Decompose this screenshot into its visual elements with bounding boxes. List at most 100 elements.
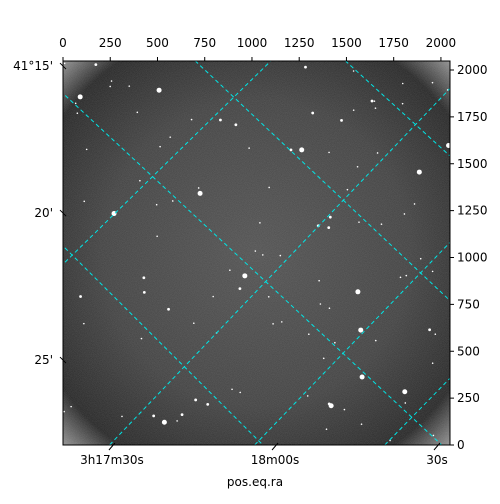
star: [358, 327, 364, 333]
coordinate-grid: [63, 61, 450, 445]
star: [152, 414, 156, 418]
star: [219, 118, 222, 122]
x-tick-label: 0: [59, 36, 67, 50]
x-tick-label: 2000: [426, 36, 457, 50]
star: [111, 211, 117, 217]
star: [328, 403, 334, 409]
star: [328, 151, 330, 154]
star: [142, 276, 146, 280]
star: [401, 102, 404, 105]
star: [94, 63, 98, 67]
star: [206, 403, 210, 406]
star: [197, 190, 203, 196]
star: [171, 200, 174, 202]
ra-tick-label: 30s: [426, 453, 448, 467]
star: [156, 87, 162, 93]
star: [389, 439, 391, 442]
star: [402, 389, 408, 395]
y-tick-label: 1250: [457, 204, 488, 218]
star: [85, 148, 88, 151]
y-tick-label: 1000: [457, 251, 488, 265]
star: [374, 107, 377, 109]
star: [322, 357, 325, 360]
ra-tick: [433, 442, 441, 451]
ra-tick: [271, 442, 279, 451]
star: [140, 337, 143, 340]
star: [431, 362, 434, 365]
ra-tick-label: 18m00s: [251, 453, 299, 467]
star: [356, 165, 359, 168]
x-tick-label: 1250: [284, 36, 315, 50]
star: [136, 111, 139, 114]
star: [416, 169, 422, 175]
star: [268, 186, 270, 189]
dec-tick: [59, 62, 67, 70]
star: [404, 402, 407, 404]
star: [299, 147, 305, 153]
star: [431, 270, 434, 273]
y-tick-label: 0: [457, 438, 465, 452]
star: [434, 333, 437, 336]
star: [318, 279, 320, 282]
star: [328, 215, 332, 219]
star: [231, 388, 233, 391]
x-tick-label: 1500: [331, 36, 362, 50]
star: [169, 136, 172, 138]
dec-tick-label: 20': [34, 206, 53, 220]
star: [77, 94, 83, 100]
star: [431, 81, 434, 84]
star: [70, 405, 72, 408]
star: [358, 221, 360, 223]
star: [340, 118, 343, 122]
star: [360, 423, 363, 425]
star: [63, 410, 65, 413]
star: [399, 276, 402, 279]
star: [280, 321, 283, 323]
star: [261, 254, 264, 256]
star: [159, 145, 161, 148]
star: [212, 295, 214, 298]
star: [380, 223, 383, 225]
star: [254, 250, 257, 252]
y-tick-label: 500: [457, 344, 480, 358]
star: [259, 222, 261, 224]
dec-tick-label: 41°15': [13, 59, 53, 73]
star: [319, 303, 322, 305]
star: [346, 188, 349, 191]
star: [248, 147, 250, 149]
star: [194, 398, 198, 402]
star: [403, 213, 406, 215]
star: [121, 415, 123, 418]
star: [197, 187, 200, 189]
star: [328, 307, 331, 310]
star: [419, 257, 422, 260]
star: [155, 203, 158, 206]
ra-tick: [108, 442, 116, 451]
star: [304, 65, 307, 69]
star: [279, 254, 282, 257]
star: [311, 111, 315, 115]
x-axis-label: pos.eq.ra: [227, 475, 283, 489]
star: [74, 102, 77, 105]
star: [308, 333, 310, 336]
star: [325, 428, 328, 431]
star: [234, 123, 238, 127]
star: [370, 99, 374, 103]
x-tick-label: 1000: [237, 36, 268, 50]
star: [128, 85, 131, 87]
y-tick-label: 1500: [457, 157, 488, 171]
star: [267, 295, 270, 298]
axes-frame: [62, 60, 451, 446]
y-tick-label: 750: [457, 297, 480, 311]
image: [63, 61, 450, 445]
y-tick-label: 250: [457, 391, 480, 405]
star: [76, 112, 79, 115]
star: [432, 434, 435, 437]
star: [83, 200, 86, 203]
star: [355, 289, 361, 295]
x-tick-label: 500: [146, 36, 169, 50]
x-tick-label: 750: [193, 36, 216, 50]
star: [359, 374, 365, 380]
star: [239, 391, 241, 394]
star: [272, 323, 274, 325]
